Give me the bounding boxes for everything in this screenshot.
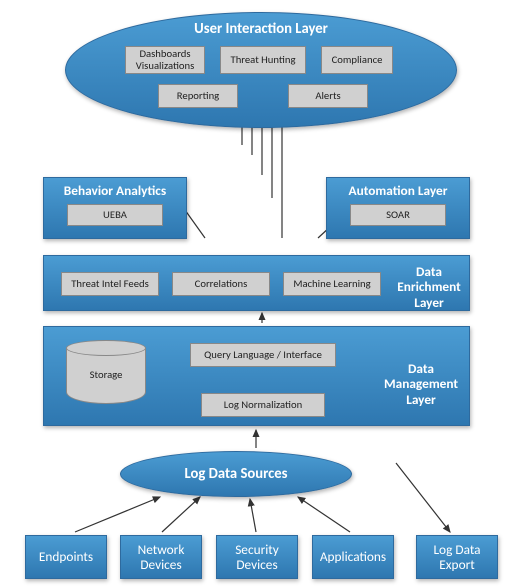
storage-label: Storage [66,368,146,381]
ml-node: Machine Learning [283,272,381,296]
data_enrichment-title: Data Enrichment Layer [393,264,465,310]
arrow-12 [162,497,200,532]
applications-box: Applications [312,535,394,579]
arrow-14 [298,497,350,532]
threat_intel-node: Threat Intel Feeds [61,272,159,296]
arrow-13 [250,499,256,532]
correlations-node: Correlations [172,272,270,296]
soar-node: SOAR [350,204,446,226]
ueba-node: UEBA [67,204,163,226]
network_devices-box: Network Devices [120,535,202,579]
arrow-11 [75,497,160,532]
storage-cylinder-top [66,340,146,356]
user_interaction-title: User Interaction Layer [66,19,456,37]
dashboards-node: Dashboards Visualizations [125,46,205,74]
arrow-15 [396,463,450,532]
behavior_analytics-title: Behavior Analytics [44,182,186,199]
reporting-node: Reporting [158,84,238,108]
threat_hunting-node: Threat Hunting [220,46,306,74]
automation-title: Automation Layer [327,182,469,199]
query_interface-node: Query Language / Interface [190,343,336,367]
compliance-node: Compliance [321,46,393,74]
security_devices-box: Security Devices [216,535,298,579]
endpoints-box: Endpoints [25,535,107,579]
log_sources-title: Log Data Sources [121,464,351,482]
log_norm-node: Log Normalization [201,393,325,417]
data_management-title: Data Management Layer [377,361,465,407]
alerts-node: Alerts [288,84,368,108]
log_export-box: Log Data Export [416,535,498,579]
log_sources-layer: Log Data Sources [120,451,352,497]
